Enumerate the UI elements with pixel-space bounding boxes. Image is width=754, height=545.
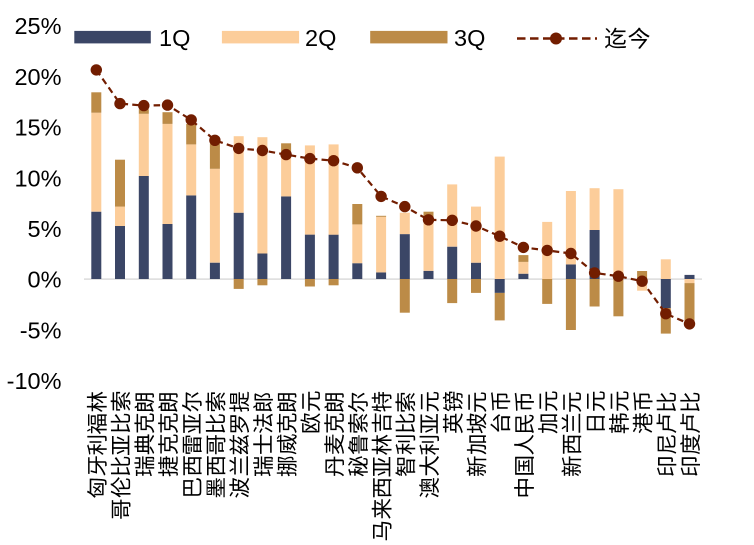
svg-text:10%: 10% bbox=[14, 165, 61, 191]
svg-text:1Q: 1Q bbox=[159, 25, 190, 51]
svg-text:25%: 25% bbox=[14, 13, 61, 39]
svg-text:15%: 15% bbox=[14, 115, 61, 141]
svg-text:5%: 5% bbox=[28, 216, 62, 242]
svg-text:20%: 20% bbox=[14, 64, 61, 90]
svg-text:-10%: -10% bbox=[7, 368, 62, 394]
svg-text:0%: 0% bbox=[28, 267, 62, 293]
svg-text:3Q: 3Q bbox=[454, 25, 485, 51]
svg-text:2Q: 2Q bbox=[305, 25, 336, 51]
svg-text:-5%: -5% bbox=[20, 317, 62, 343]
